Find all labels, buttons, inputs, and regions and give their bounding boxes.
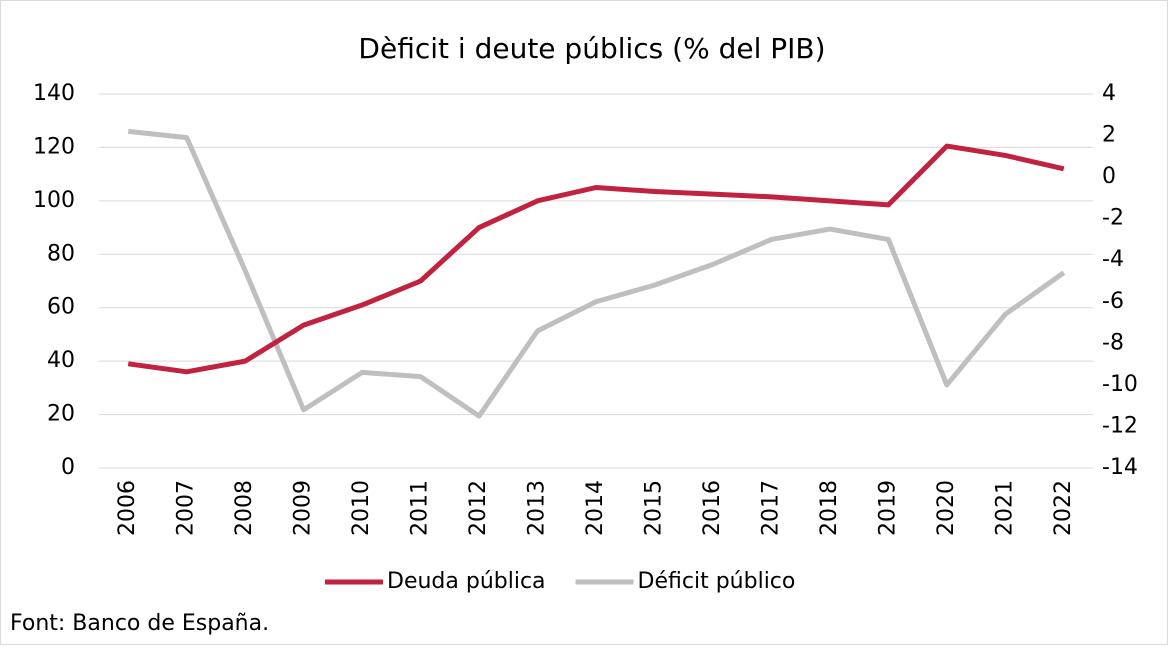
source-note: Font: Banco de España. [10,611,269,636]
y2-tick-label: 2 [1102,123,1116,148]
y2-tick-label: -2 [1102,206,1124,231]
x-tick-label: 2007 [174,480,199,536]
x-tick-label: 2009 [291,480,316,536]
x-tick-label: 2011 [408,480,433,536]
x-tick-label: 2006 [115,480,140,536]
x-tick-label: 2017 [758,480,783,536]
y-tick-label: 0 [61,455,75,480]
x-tick-label: 2015 [641,480,666,536]
y-tick-label: 120 [33,134,75,159]
y-tick-label: 100 [33,188,75,213]
x-tick-label: 2019 [875,480,900,536]
chart-title: Dèficit i deute públics (% del PIB) [358,32,825,65]
y2-tick-label: -14 [1102,455,1138,480]
y2-tick-label: -4 [1102,247,1124,272]
x-tick-label: 2020 [934,480,959,536]
x-tick-label: 2010 [349,480,374,536]
y-tick-label: 80 [47,241,75,266]
data-line [127,143,1065,375]
y2-tick-label: -6 [1102,289,1124,314]
x-tick-label: 2013 [525,480,550,536]
y-tick-label: 60 [47,295,75,320]
legend-label: Déficit público [638,569,796,594]
y-tick-label: 40 [47,348,75,373]
y2-tick-label: -8 [1102,330,1124,355]
y2-tick-label: -12 [1102,413,1138,438]
y-tick-label: 20 [47,402,75,427]
y2-tick-label: -10 [1102,372,1138,397]
x-tick-label: 2012 [466,480,491,536]
x-tick-label: 2018 [817,480,842,536]
x-tick-label: 2016 [700,480,725,536]
x-tick-label: 2022 [1051,480,1076,536]
y2-tick-label: 0 [1102,164,1116,189]
y-tick-label: 140 [33,81,75,106]
legend-label: Deuda pública [387,569,546,594]
x-tick-label: 2008 [232,480,257,536]
x-tick-label: 2021 [992,480,1017,536]
x-tick-label: 2014 [583,480,608,536]
data-line [127,128,1066,419]
y2-tick-label: 4 [1102,81,1116,106]
